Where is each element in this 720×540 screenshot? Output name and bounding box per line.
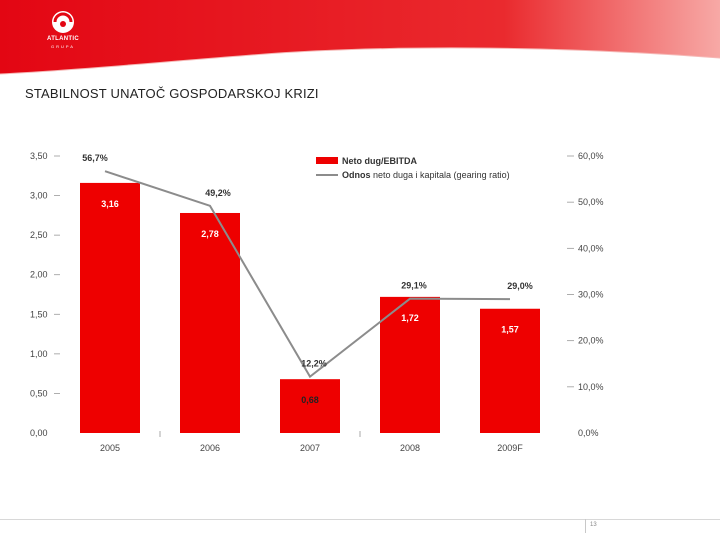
y-right-tick-label: 50,0% [578, 197, 604, 207]
logo-text: ATLANTIC [47, 36, 79, 42]
y-left-tick-label: 2,50 [30, 230, 48, 240]
x-tick-label: 2008 [400, 443, 420, 453]
x-tick-label: 2007 [300, 443, 320, 453]
bar [380, 296, 440, 433]
y-right-tick-label: 20,0% [578, 336, 604, 346]
x-tick-label: 2006 [200, 443, 220, 453]
header-swoosh [0, 0, 720, 75]
legend-bar-label: Neto dug/EBITDA [342, 156, 417, 166]
slide-header [0, 0, 720, 80]
y-left-tick-label: 1,50 [30, 309, 48, 319]
bar [280, 379, 340, 433]
line-value-label: 56,7% [82, 153, 108, 163]
bar-value-label: 0,68 [301, 395, 319, 405]
bar-value-label: 1,72 [401, 313, 419, 323]
y-left-tick-label: 0,00 [30, 428, 48, 438]
y-left-tick-label: 1,00 [30, 349, 48, 359]
y-right-tick-label: 10,0% [578, 382, 604, 392]
footer-divider [0, 519, 720, 520]
page-number: 13 [590, 522, 597, 528]
slide-title: STABILNOST UNATOČ GOSPODARSKOJ KRIZI [25, 86, 319, 101]
bar-value-label: 2,78 [201, 229, 219, 239]
y-left-tick-label: 3,00 [30, 191, 48, 201]
bar [80, 182, 140, 433]
bar-value-label: 1,57 [501, 325, 519, 335]
line-value-label: 29,0% [507, 281, 533, 291]
logo-subtext: GRUPA [51, 44, 75, 49]
y-left-tick-label: 2,00 [30, 270, 48, 280]
legend-line-label: Odnos neto duga i kapitala (gearing rati… [342, 170, 510, 180]
y-right-tick-label: 30,0% [578, 290, 604, 300]
combo-chart: 0,00 0,50 1,00 1,50 2,00 2,50 3,00 3,50 0,0% 10,0… [30, 151, 604, 453]
line-value-label: 12,2% [301, 359, 327, 369]
x-tick-label: 2009F [497, 443, 523, 453]
bar-value-label: 3,16 [101, 199, 119, 209]
x-tick-label: 2005 [100, 443, 120, 453]
y-right-tick-label: 40,0% [578, 243, 604, 253]
y-left-tick-label: 0,50 [30, 388, 48, 398]
y-left-tick-label: 3,50 [30, 151, 48, 161]
y-right-tick-label: 60,0% [578, 151, 604, 161]
footer-separator [585, 519, 586, 533]
legend-bar-swatch [316, 157, 338, 164]
y-right-tick-label: 0,0% [578, 428, 599, 438]
bar [480, 308, 540, 433]
line-value-label: 29,1% [401, 281, 427, 291]
atlantic-logo [36, 8, 90, 48]
bar [180, 212, 240, 433]
line-value-label: 49,2% [205, 188, 231, 198]
gearing-ratio-line [104, 170, 511, 379]
